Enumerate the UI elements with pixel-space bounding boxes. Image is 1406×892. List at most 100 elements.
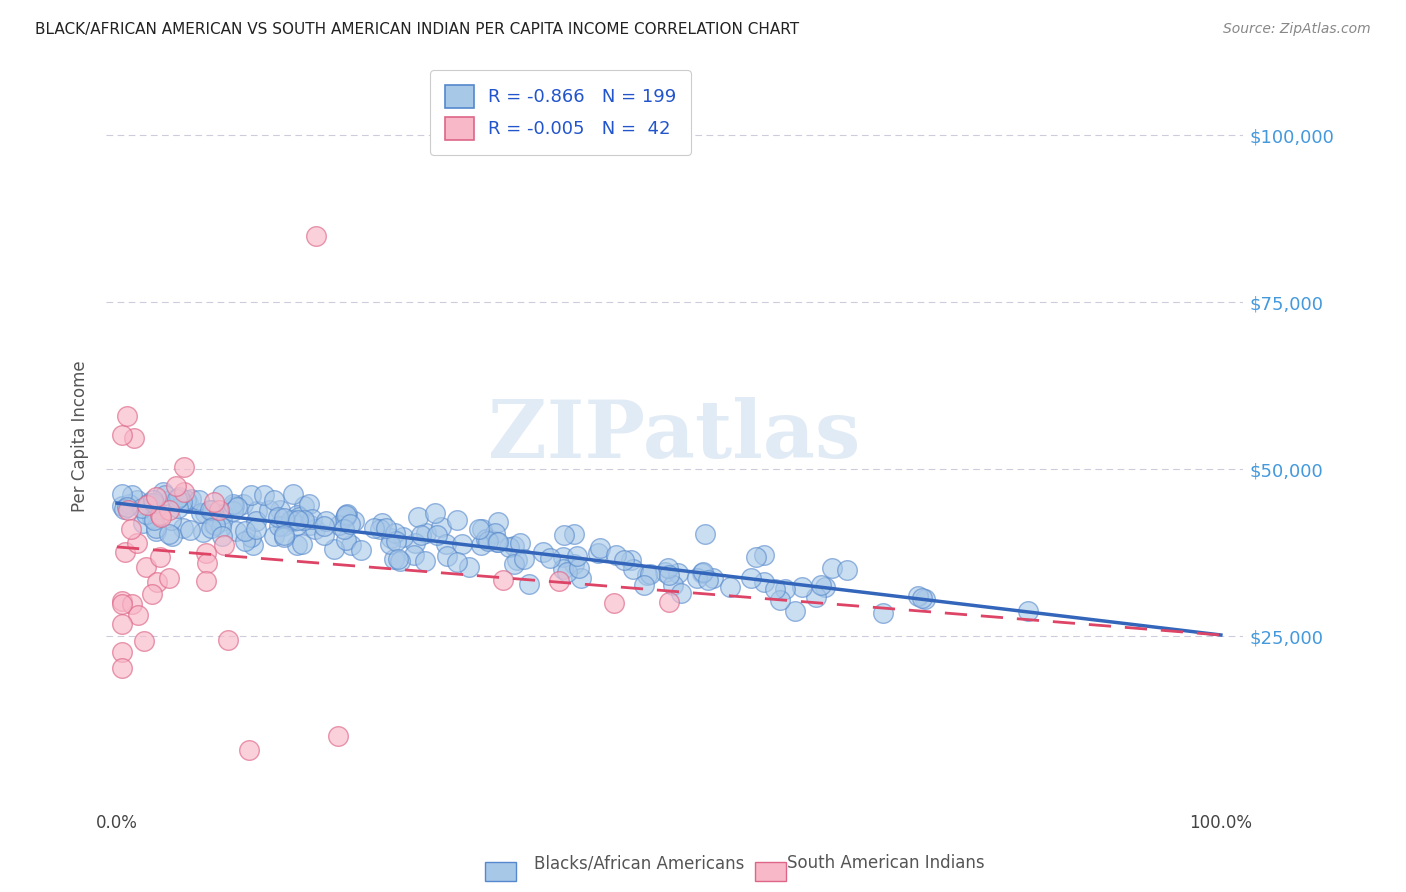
Point [285,517,308,532]
Point [389,554,412,568]
Point [179,524,201,538]
Point [111,427,134,442]
Point [111,616,134,631]
Point [304,522,326,536]
Point [586,546,609,560]
Point [280,513,302,527]
Point [754,574,776,589]
Point [217,633,239,648]
Point [157,527,180,541]
Point [127,607,149,622]
Point [621,562,644,576]
Point [201,516,224,531]
Point [222,497,245,511]
Point [328,518,350,533]
Point [160,513,183,527]
Point [551,562,574,576]
Point [212,538,235,552]
Point [111,645,134,659]
Point [613,552,636,566]
Point [745,550,768,565]
Point [222,500,245,514]
Point [477,533,499,548]
Point [446,513,468,527]
Point [702,571,724,585]
Point [368,522,391,536]
Point [326,730,349,744]
Point [150,510,173,524]
Point [633,578,655,592]
Point [872,606,894,620]
Point [141,496,163,510]
Point [718,581,741,595]
Text: South American Indians: South American Indians [787,855,986,872]
Point [484,525,506,540]
Point [387,552,409,566]
Point [193,524,215,539]
Point [111,597,134,611]
Point [451,537,474,551]
Point [314,528,336,542]
Point [194,506,217,520]
Point [666,566,689,581]
Point [375,521,398,535]
Point [157,503,180,517]
Point [458,560,481,574]
Point [740,571,762,585]
Point [201,503,224,517]
Point [810,578,832,592]
Point [142,496,165,510]
Point [380,531,402,545]
Point [312,519,335,533]
Point [370,516,392,530]
Point [121,488,143,502]
Point [167,490,190,504]
Point [384,526,406,541]
Point [145,490,167,504]
Point [605,548,627,562]
Point [773,582,796,597]
Point [263,529,285,543]
Text: Blacks/African Americans: Blacks/African Americans [534,855,745,872]
Point [301,512,323,526]
Point [434,536,457,550]
Point [257,503,280,517]
Point [132,516,155,530]
Point [253,488,276,502]
Point [269,503,291,517]
Point [242,538,264,552]
Point [166,491,188,506]
Point [283,514,305,528]
Point [122,431,145,445]
Point [157,571,180,585]
Point [245,514,267,528]
Point [287,513,309,527]
Point [475,533,498,547]
Point [173,459,195,474]
Point [820,560,842,574]
Point [485,534,508,549]
Point [551,550,574,565]
Point [221,504,243,518]
Point [509,536,531,550]
Point [562,557,585,571]
Point [378,536,401,550]
Point [911,591,934,605]
Point [195,546,218,560]
Point [211,529,233,543]
Point [288,509,311,524]
Point [402,548,425,562]
Text: Source: ZipAtlas.com: Source: ZipAtlas.com [1223,22,1371,37]
Point [190,506,212,520]
Point [146,574,169,589]
Point [562,527,585,541]
Y-axis label: Per Capita Income: Per Capita Income [72,360,89,512]
Point [636,567,658,582]
Point [814,580,837,594]
Point [336,507,359,521]
Point [620,553,643,567]
Point [111,660,134,674]
Point [121,597,143,611]
Point [142,493,165,508]
Point [117,503,139,517]
